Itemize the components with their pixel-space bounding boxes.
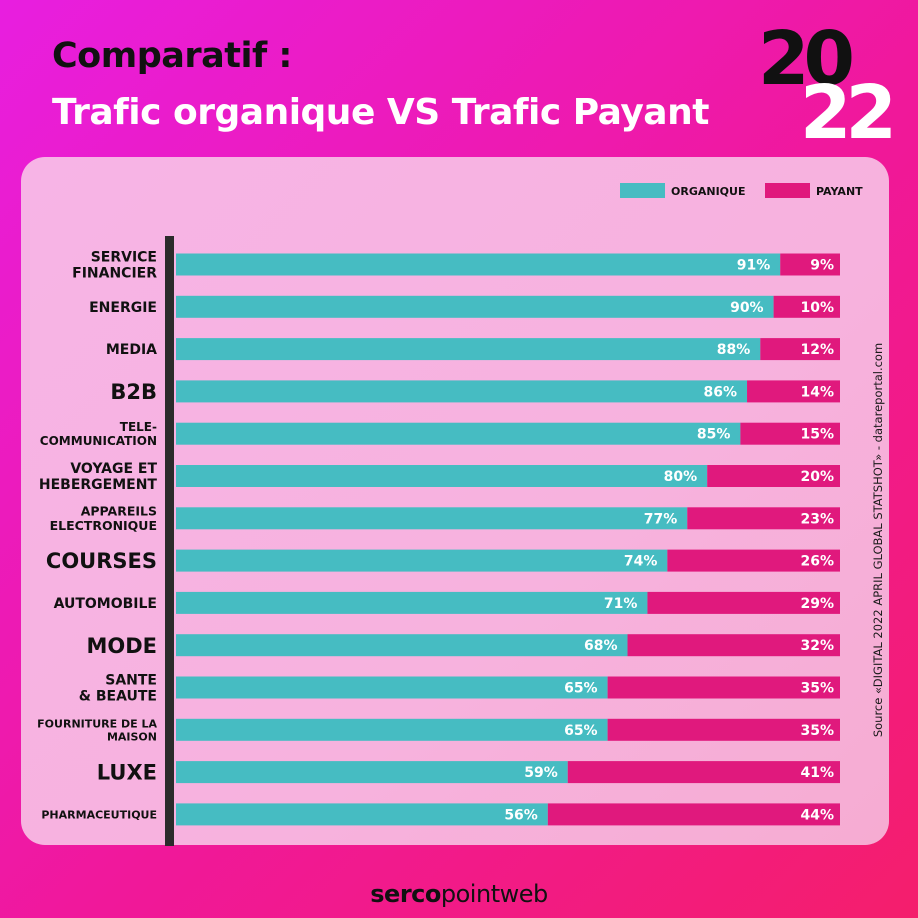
data-label-organique: 85% <box>697 427 731 443</box>
source-note: Source «DIGITAL 2022 APRIL GLOBAL STATSH… <box>871 342 885 738</box>
bar-payant <box>687 507 840 530</box>
category-label: AUTOMOBILE <box>54 596 157 612</box>
category-label: B2B <box>110 380 157 404</box>
bar-organique <box>176 718 608 741</box>
category-label: FOURNITURE DE LA MAISON <box>37 717 157 743</box>
bar-organique <box>176 465 708 487</box>
data-label-organique: 71% <box>604 596 638 612</box>
bar-payant <box>607 718 840 741</box>
bar-organique <box>176 549 668 572</box>
data-label-payant: 15% <box>800 427 834 443</box>
data-label-payant: 32% <box>800 638 834 654</box>
data-label-payant: 20% <box>800 469 834 485</box>
data-label-organique: 86% <box>704 384 738 400</box>
data-label-payant: 29% <box>800 596 834 612</box>
bar-organique <box>176 422 741 445</box>
bar-payant <box>747 380 840 403</box>
legend-swatch-organique <box>620 183 665 198</box>
data-label-payant: 9% <box>810 258 834 274</box>
bar-payant <box>780 253 840 276</box>
category-label: APPAREILS ELECTRONIQUE <box>50 504 157 534</box>
data-label-organique: 59% <box>524 765 558 781</box>
data-label-payant: 26% <box>800 554 834 570</box>
data-label-organique: 77% <box>644 511 678 527</box>
data-label-payant: 35% <box>800 723 834 739</box>
data-label-payant: 14% <box>800 384 834 400</box>
data-label-organique: 65% <box>564 723 598 739</box>
bar-payant <box>740 422 840 445</box>
category-label: ENERGIE <box>89 300 157 316</box>
y-axis-line <box>165 236 174 846</box>
year-top: 20 <box>758 16 855 102</box>
category-label: SERVICE FINANCIER <box>72 250 157 282</box>
category-label: VOYAGE ET HEBERGEMENT <box>39 461 158 493</box>
category-label: MODE <box>86 634 157 658</box>
data-label-organique: 74% <box>624 554 658 570</box>
bar-organique <box>176 295 774 318</box>
data-label-organique: 56% <box>504 807 538 823</box>
bars: 91% 9% 90% 10% 88% 12% 86% 14% 85% 15% 80% 20% 77% 23… <box>176 253 840 826</box>
category-label: PHARMACEUTIQUE <box>41 808 157 821</box>
legend-swatch-payant <box>765 183 810 198</box>
category-labels: SERVICE FINANCIER ENERGIE MEDIA B2B TELE-COMM… <box>37 250 157 822</box>
year-bottom: 22 <box>800 70 897 156</box>
bar-organique <box>176 253 781 276</box>
data-label-organique: 80% <box>664 469 698 485</box>
bar-organique <box>176 803 548 826</box>
bar-payant <box>607 676 840 699</box>
legend-label-payant: PAYANT <box>816 185 863 198</box>
category-label: TELE-COMMUNICATION <box>40 420 157 448</box>
data-label-payant: 12% <box>800 342 834 358</box>
data-label-organique: 88% <box>717 342 751 358</box>
bar-organique <box>176 338 761 361</box>
bar-organique <box>176 507 688 530</box>
bar-payant <box>647 591 840 614</box>
bar-organique <box>176 591 648 614</box>
page-title: Comparatif : <box>52 36 292 76</box>
brand-light: pointweb <box>440 880 548 908</box>
data-label-payant: 35% <box>800 681 834 697</box>
category-label: COURSES <box>46 549 157 573</box>
category-label: LUXE <box>97 761 157 785</box>
data-label-organique: 68% <box>584 638 618 654</box>
bar-payant <box>773 295 840 318</box>
data-label-organique: 90% <box>730 300 764 316</box>
bar-payant <box>627 634 840 657</box>
footer-logo: sercopointweb <box>0 880 918 908</box>
legend-label-organique: ORGANIQUE <box>671 185 745 198</box>
data-label-organique: 91% <box>737 258 771 274</box>
legend: ORGANIQUE PAYANT <box>620 183 863 198</box>
brand-bold: serco <box>370 880 441 908</box>
bar-organique <box>176 761 568 784</box>
bar-organique <box>176 676 608 699</box>
bar-payant <box>667 549 840 572</box>
data-label-organique: 65% <box>564 681 598 697</box>
data-label-payant: 41% <box>800 765 834 781</box>
bar-payant <box>547 803 840 826</box>
data-label-payant: 10% <box>800 300 834 316</box>
bar-organique <box>176 634 628 657</box>
bar-payant <box>567 761 840 784</box>
bar-payant <box>760 338 840 361</box>
data-label-payant: 44% <box>800 807 834 823</box>
bar-payant <box>707 465 840 487</box>
page-subtitle: Trafic organique VS Trafic Payant <box>52 92 709 133</box>
category-label: MEDIA <box>106 342 157 358</box>
bar-organique <box>176 380 748 403</box>
category-label: SANTE & BEAUTE <box>79 673 157 705</box>
data-label-payant: 23% <box>800 511 834 527</box>
